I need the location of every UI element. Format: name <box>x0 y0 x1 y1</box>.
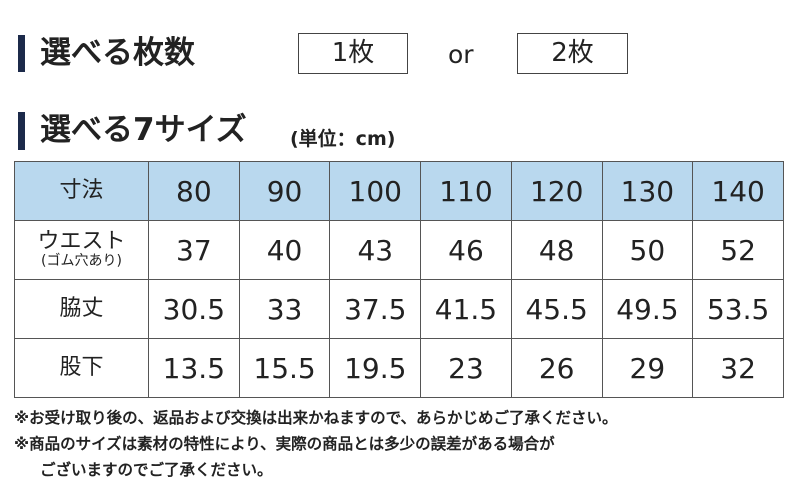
cell: 15.5 <box>238 338 331 398</box>
cell: 40 <box>238 220 331 280</box>
heading-bar <box>18 35 25 72</box>
row-sublabel: (ゴム穴あり) <box>41 253 122 270</box>
cell: 37 <box>148 220 240 280</box>
section-title: 選べる7サイズ <box>40 112 247 148</box>
cell: 23 <box>420 338 512 398</box>
note: ございますのでご了承ください。 <box>40 461 273 479</box>
cell: 50 <box>601 220 694 280</box>
cell: 45.5 <box>510 279 603 339</box>
table-row: 脇丈 30.5 33 37.5 41.5 45.5 49.5 53.5 <box>14 279 784 339</box>
row-label: ウエスト (ゴム穴あり) <box>14 220 149 280</box>
cell: 53.5 <box>692 279 784 339</box>
option-box: 1枚 <box>298 33 408 74</box>
header-cell: 100 <box>329 161 422 221</box>
header-cell: 90 <box>238 161 331 221</box>
row-label-text: ウエスト <box>37 229 126 255</box>
note: ※商品のサイズは素材の特性により、実際の商品とは多少の誤差がある場合が <box>14 435 555 453</box>
cell: 41.5 <box>420 279 512 339</box>
cell: 29 <box>601 338 694 398</box>
cell: 32 <box>692 338 784 398</box>
header-cell: 120 <box>510 161 603 221</box>
table-row: ウエスト (ゴム穴あり) 37 40 43 46 48 50 52 <box>14 220 784 280</box>
cell: 49.5 <box>601 279 694 339</box>
header-row: 寸法 80 90 100 110 120 130 140 <box>14 161 784 221</box>
cell: 26 <box>510 338 603 398</box>
cell: 19.5 <box>329 338 422 398</box>
header-cell: 110 <box>420 161 512 221</box>
row-label-text: 股下 <box>59 354 104 380</box>
heading-bar <box>18 112 25 150</box>
row-label: 股下 <box>14 338 149 398</box>
note: ※お受け取り後の、返品および交換は出来かねますので、あらかじめご了承ください。 <box>14 409 618 427</box>
cell: 43 <box>329 220 422 280</box>
table-row: 股下 13.5 15.5 19.5 23 26 29 32 <box>14 338 784 398</box>
header-cell: 130 <box>601 161 694 221</box>
option-box: 2枚 <box>517 33 628 74</box>
cell: 33 <box>238 279 331 339</box>
unit-label: (単位：cm) <box>290 128 396 150</box>
header-cell: 140 <box>692 161 784 221</box>
section-title: 選べる枚数 <box>40 35 195 71</box>
cell: 37.5 <box>329 279 422 339</box>
size-table: 寸法 80 90 100 110 120 130 140 ウエスト (ゴム穴あり) 37 40 43 46… <box>14 161 784 398</box>
cell: 30.5 <box>148 279 240 339</box>
cell: 13.5 <box>148 338 240 398</box>
header-cell: 80 <box>148 161 240 221</box>
separator: or <box>448 40 474 69</box>
row-label-text: 脇丈 <box>59 295 104 321</box>
header-cell: 寸法 <box>14 161 149 221</box>
cell: 48 <box>510 220 603 280</box>
row-label: 脇丈 <box>14 279 149 339</box>
cell: 46 <box>420 220 512 280</box>
cell: 52 <box>692 220 784 280</box>
